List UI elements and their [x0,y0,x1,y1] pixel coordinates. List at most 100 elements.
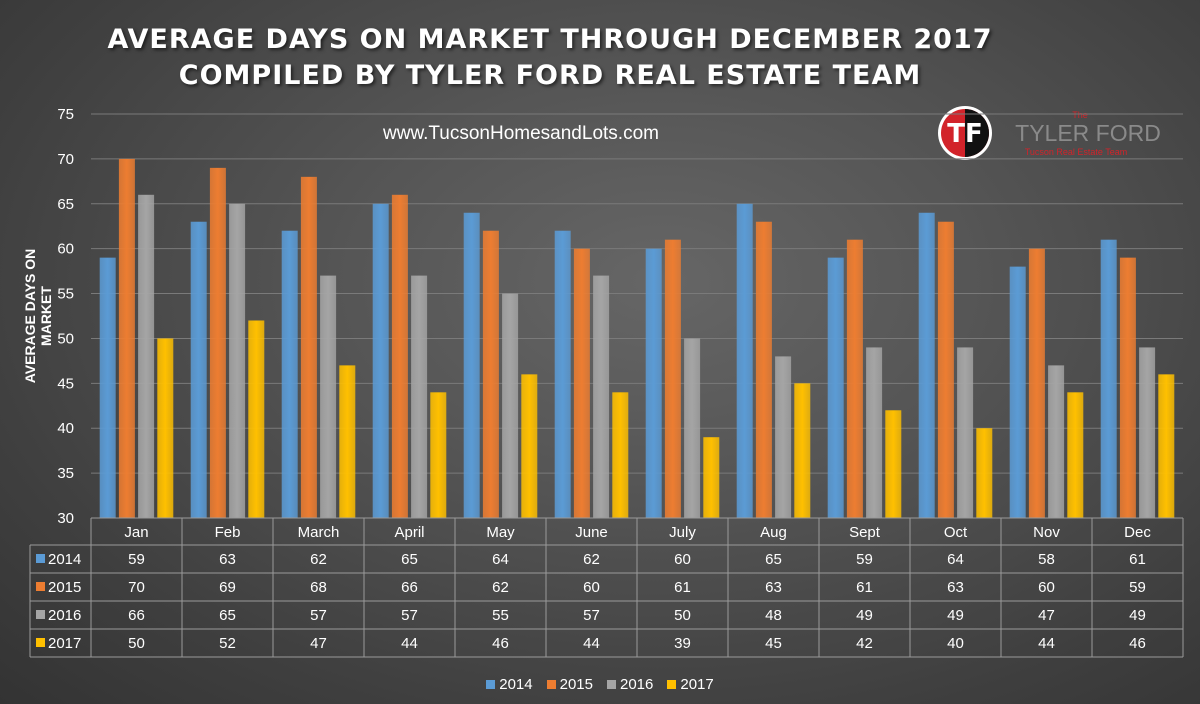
table-cell-value: 68 [310,579,327,596]
x-tick-label: March [298,524,340,541]
y-tick-label: 45 [57,375,74,392]
bar-2016-jan [138,194,155,519]
chart-title-line1: AVERAGE DAYS ON MARKET THROUGH DECEMBER … [107,24,993,55]
table-cell-value: 50 [128,635,145,652]
table-cell-value: 49 [947,607,964,624]
table-cell-value: 65 [765,551,782,568]
bar-2015-july [664,239,681,518]
bar-2015-jan [118,158,135,518]
x-tick-label: Nov [1033,524,1060,541]
bar-2016-july [684,338,701,518]
bar-2014-oct [918,212,935,518]
table-cell-value: 69 [219,579,236,596]
table-cell-value: 64 [947,551,964,568]
y-tick-label: 30 [57,510,74,527]
table-cell-value: 65 [401,551,418,568]
table-cell-value: 60 [583,579,600,596]
table-cell-value: 44 [583,635,600,652]
bar-2014-july [645,248,662,518]
bar-2015-june [573,248,590,518]
bar-2017-jan [157,338,174,518]
y-tick-label: 40 [57,420,74,437]
table-cell-value: 62 [310,551,327,568]
table-cell-value: 60 [1038,579,1055,596]
bar-2017-april [430,392,447,518]
bar-2014-april [372,203,389,518]
x-tick-label: Oct [944,524,968,541]
table-cell-value: 58 [1038,551,1055,568]
table-cell-value: 63 [765,579,782,596]
x-tick-label: April [394,524,424,541]
x-tick-label: Dec [1124,524,1151,541]
table-cell-value: 59 [128,551,145,568]
table-cell-value: 62 [583,551,600,568]
bar-2016-june [593,275,610,518]
website-url: www.TucsonHomesandLots.com [383,123,659,144]
legend-label: 2015 [559,676,593,693]
bar-2014-feb [190,221,207,518]
table-cell-value: 49 [856,607,873,624]
logo-tagline: Tucson Real Estate Team [1025,147,1128,157]
table-legend-swatch [36,582,45,591]
y-tick-label: 75 [57,106,74,123]
legend-label: 2016 [620,676,654,693]
bar-2015-may [482,230,499,518]
table-cell-value: 62 [492,579,509,596]
legend-swatch [607,680,616,689]
table-cell-value: 57 [583,607,600,624]
x-tick-label: May [486,524,515,541]
table-cell-value: 42 [856,635,873,652]
bar-2014-aug [736,203,753,518]
table-cell-value: 63 [947,579,964,596]
table-cell-value: 50 [674,607,691,624]
table-cell-value: 46 [492,635,509,652]
table-cell-value: 61 [1129,551,1146,568]
table-cell-value: 57 [401,607,418,624]
bar-2016-may [502,293,519,518]
legend-swatch [667,680,677,689]
table-cell-value: 66 [401,579,418,596]
bar-2014-jan [99,257,116,518]
table-series-name: 2014 [48,551,81,568]
bar-2015-sept [846,239,863,518]
table-cell-value: 61 [856,579,873,596]
legend-swatch [546,680,556,689]
bar-2016-aug [775,356,792,518]
bar-2016-oct [957,347,974,518]
bar-2017-dec [1158,374,1175,518]
y-tick-label: 70 [57,151,74,168]
table-cell-value: 44 [401,635,418,652]
chart-title-line2: COMPILED BY TYLER FORD REAL ESTATE TEAM [178,60,922,91]
bar-2017-nov [1067,392,1084,518]
bar-2015-oct [937,221,954,518]
bar-2017-july [703,437,720,518]
table-cell-value: 47 [1038,607,1055,624]
bar-2017-march [339,365,356,518]
y-tick-label: 60 [57,241,74,258]
y-tick-label: 35 [57,465,74,482]
bar-2014-june [554,230,571,518]
bar-2017-june [612,392,629,518]
bar-2016-march [320,275,337,518]
bar-2017-sept [885,410,902,518]
bar-2015-dec [1119,257,1136,518]
legend-swatch [486,680,496,689]
table-cell-value: 45 [765,635,782,652]
bar-2014-dec [1100,239,1117,518]
bar-2016-sept [866,347,883,518]
table-legend-swatch [36,638,45,647]
logo-small-text: The [1072,110,1088,120]
tyler-ford-logo: TF The TYLER FORD Tucson Real Estate Tea… [938,106,1161,160]
bar-2015-march [300,176,317,518]
x-tick-label: Sept [849,524,881,541]
table-series-name: 2017 [48,635,81,652]
y-tick-label: 50 [57,330,74,347]
x-tick-label: June [575,524,608,541]
legend-item-2017: 2017 [667,676,714,693]
x-tick-label: Feb [215,524,241,541]
bar-2015-feb [209,167,226,518]
logo-name: TYLER FORD [1015,120,1161,146]
bar-2014-march [281,230,298,518]
